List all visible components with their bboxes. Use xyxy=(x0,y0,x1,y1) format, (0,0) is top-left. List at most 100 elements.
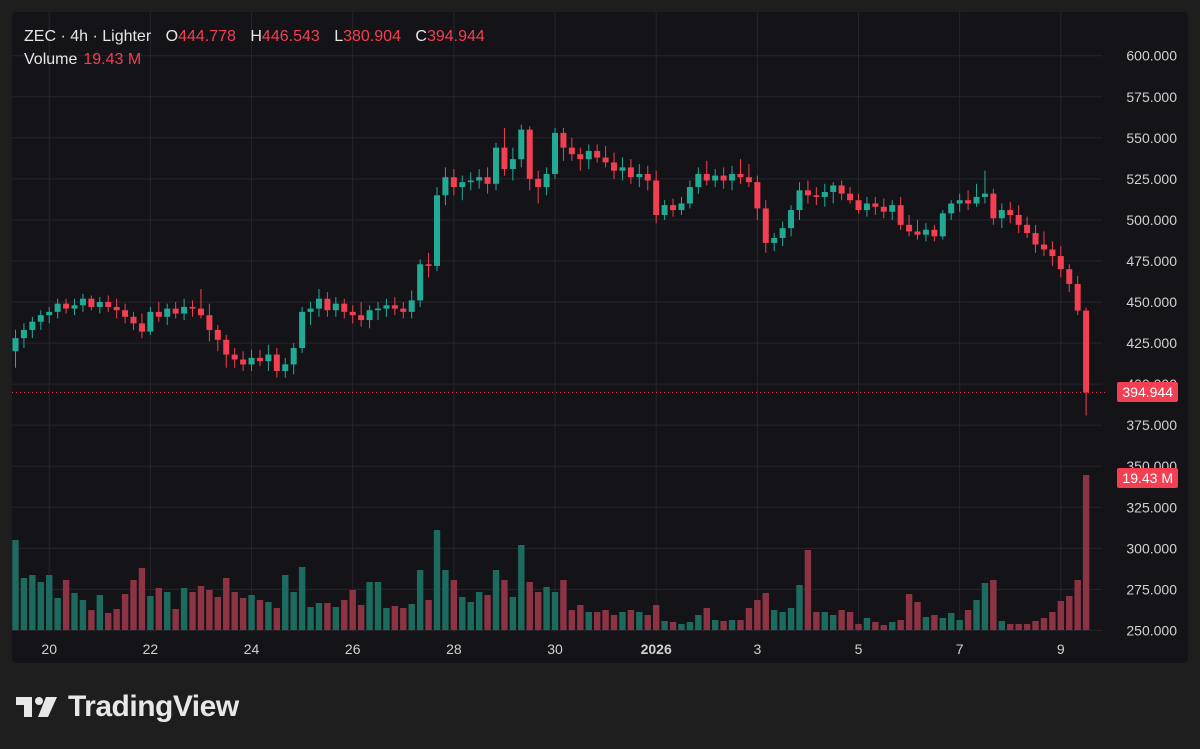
volume-bar xyxy=(518,545,525,630)
candle-body xyxy=(948,203,955,214)
y-tick-label: 500.000 xyxy=(1126,212,1177,228)
candle-body xyxy=(922,229,929,235)
volume-bar xyxy=(130,580,137,630)
volume-bar xyxy=(324,603,331,630)
candle-body xyxy=(400,308,407,312)
volume-label[interactable]: Volume xyxy=(24,51,78,68)
volume-bar xyxy=(46,575,53,630)
candle-body xyxy=(821,191,828,197)
volume-bar xyxy=(113,609,120,630)
volume-bar xyxy=(948,613,955,630)
candle-body xyxy=(686,187,693,204)
volume-bar xyxy=(155,588,163,630)
candle-body xyxy=(383,305,390,309)
tradingview-brand[interactable]: TradingView xyxy=(16,690,239,724)
candle-body xyxy=(324,298,331,311)
volume-bar xyxy=(863,618,871,630)
volume-bar xyxy=(534,592,542,630)
open-key: O xyxy=(165,28,179,45)
candle-body xyxy=(712,175,719,181)
volume-bar xyxy=(265,602,272,630)
chart-panel[interactable]: 600.000 575.000 550.000 525.000 500.000 475.0… xyxy=(12,12,1188,663)
candle-body xyxy=(37,315,44,322)
high-value: 446.543 xyxy=(261,28,320,45)
volume-bar xyxy=(998,621,1006,630)
candle-body xyxy=(1074,283,1081,311)
volume-bar xyxy=(1057,601,1065,630)
volume-bar xyxy=(315,603,323,630)
candle-body xyxy=(880,206,887,212)
candle-body xyxy=(863,203,870,211)
candle-body xyxy=(434,195,440,266)
candle-body xyxy=(703,173,710,181)
candle-body xyxy=(627,167,634,178)
candle-body xyxy=(96,302,103,307)
volume-bar xyxy=(652,605,660,630)
candle-body xyxy=(20,329,27,339)
candle-body xyxy=(476,177,483,181)
volume-bar xyxy=(728,620,736,630)
candle-body xyxy=(678,203,685,211)
candle-body xyxy=(1040,244,1047,250)
volume-bar xyxy=(105,613,112,630)
candle-body xyxy=(771,237,778,243)
candle-body xyxy=(1007,210,1014,215)
volume-bar xyxy=(577,605,584,630)
volume-bar xyxy=(1032,621,1039,630)
candle-body xyxy=(240,359,247,365)
candle-body xyxy=(1049,249,1056,257)
volume-bar xyxy=(416,570,424,630)
volume-bar xyxy=(551,592,559,630)
volume-bar xyxy=(1007,624,1014,630)
volume-bar xyxy=(425,600,432,630)
volume-bar xyxy=(973,600,980,630)
volume-bar xyxy=(282,575,289,630)
candle-body xyxy=(46,311,53,316)
high-key: H xyxy=(250,28,262,45)
candle-body xyxy=(408,300,415,312)
volume-bar xyxy=(990,580,997,630)
candle-body xyxy=(1024,224,1031,234)
volume-bar xyxy=(256,600,264,630)
volume-bar xyxy=(332,607,340,630)
volume-bar xyxy=(475,592,483,630)
candle-body xyxy=(223,339,230,355)
candle-body xyxy=(998,210,1005,219)
last-price-tag: 394.944 xyxy=(1117,382,1178,403)
candle-body xyxy=(332,303,339,311)
candle-body xyxy=(644,173,651,181)
candle-body xyxy=(847,193,854,201)
y-tick-label: 450.000 xyxy=(1126,294,1177,310)
volume-bar xyxy=(391,606,399,630)
volume-bar xyxy=(771,610,778,630)
candle-body xyxy=(568,147,575,155)
candle-body xyxy=(535,178,542,188)
volume-bar xyxy=(720,621,727,630)
candle-body xyxy=(1032,233,1039,245)
y-tick-label: 325.000 xyxy=(1126,499,1177,515)
candle-body xyxy=(315,298,322,309)
y-tick-label: 475.000 xyxy=(1126,253,1177,269)
candle-body xyxy=(788,210,795,229)
volume-bar xyxy=(509,597,517,630)
candle-body xyxy=(636,173,643,178)
volume-bar xyxy=(1066,596,1073,630)
close-value: 394.944 xyxy=(426,28,485,45)
candlestick-chart[interactable]: 600.000 575.000 550.000 525.000 500.000 475.0… xyxy=(12,12,1188,663)
volume-bar xyxy=(922,617,930,630)
candle-body xyxy=(442,177,449,196)
x-tick-label: 26 xyxy=(345,641,361,657)
symbol-header[interactable]: ZEC · 4h · Lighter xyxy=(24,28,152,45)
low-value: 380.904 xyxy=(343,28,401,45)
x-tick-label: 20 xyxy=(41,641,57,657)
volume-bar xyxy=(568,610,576,630)
volume-bar xyxy=(1074,580,1081,630)
candle-body xyxy=(754,182,761,209)
volume-bar xyxy=(484,595,491,630)
candle-body xyxy=(990,193,997,219)
volume-row: Volume 19.43 M xyxy=(24,48,485,71)
candle-body xyxy=(1083,310,1090,393)
volume-bar xyxy=(804,550,812,630)
volume-bar xyxy=(619,612,626,630)
candle-body xyxy=(206,315,213,330)
